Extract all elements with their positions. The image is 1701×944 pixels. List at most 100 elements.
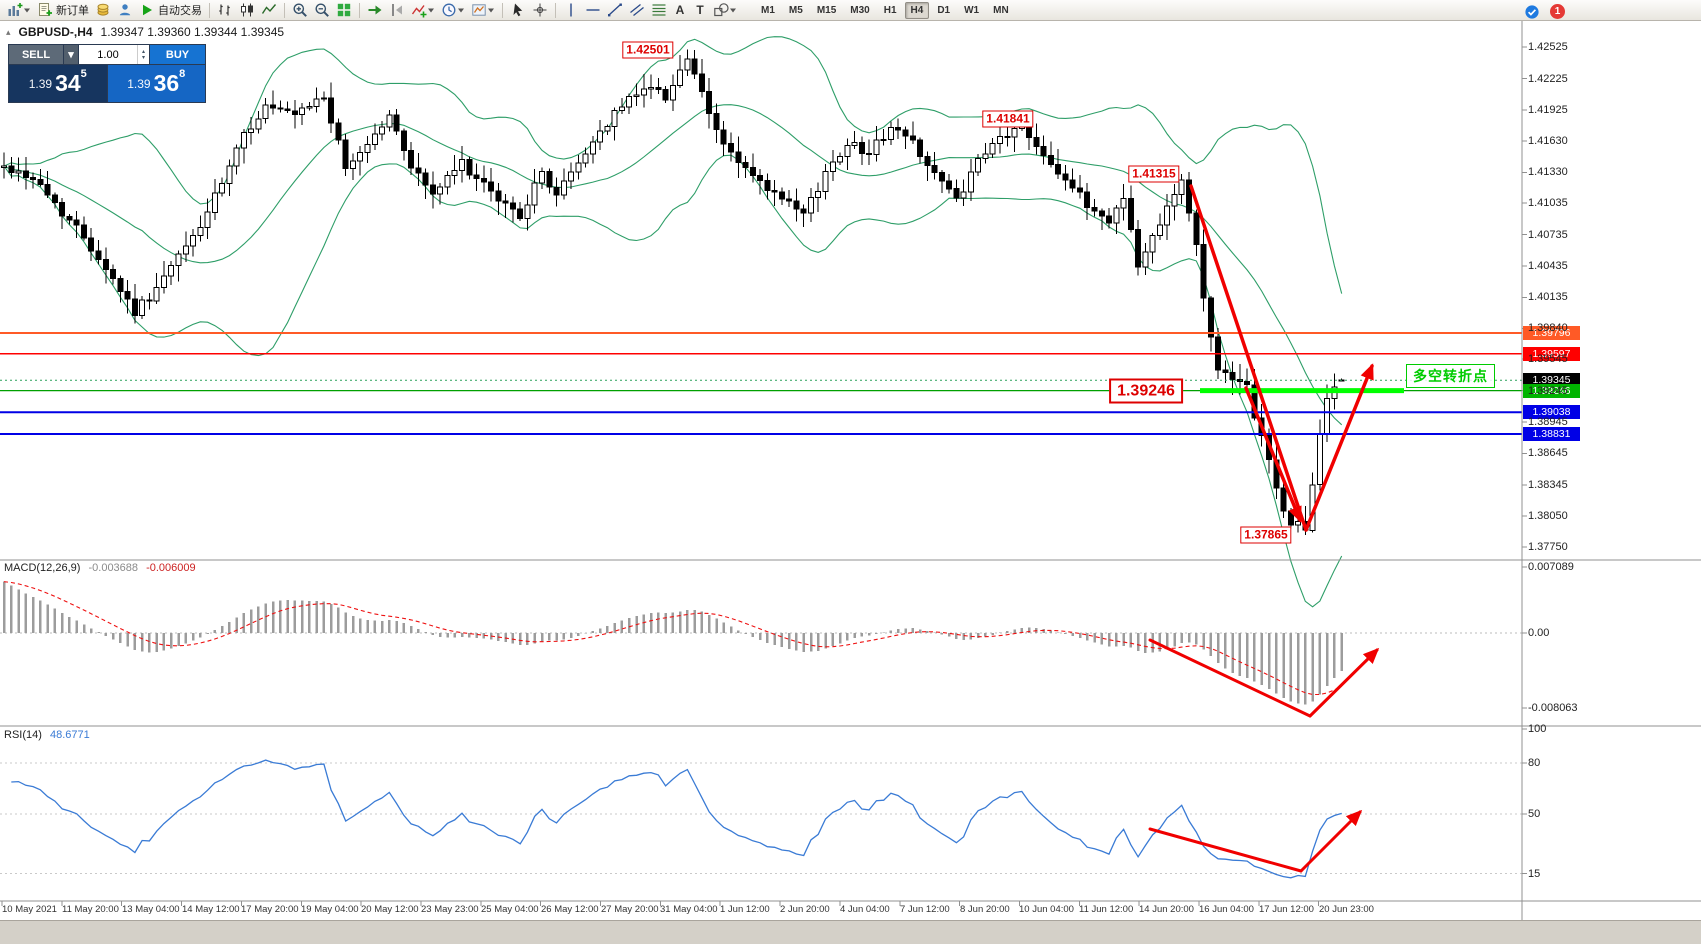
- timeframe-m1-button[interactable]: M1: [761, 4, 775, 16]
- bollinger-bands: [3, 36, 1343, 608]
- symbol-arrow-icon: ▴: [6, 26, 11, 37]
- horizontal-line-button[interactable]: [583, 1, 603, 20]
- notification-badge[interactable]: 1: [1550, 4, 1565, 19]
- timeframe-w1-button[interactable]: W1: [964, 4, 980, 16]
- toolbar-separator: [209, 2, 210, 18]
- sell-price-button[interactable]: 1.39 34 5: [9, 65, 107, 102]
- templates-button-icon: [472, 4, 486, 16]
- new-order-button-label: 新订单: [56, 5, 89, 17]
- buy-button[interactable]: BUY: [150, 45, 205, 64]
- trend-arrows-rsi[interactable]: [1148, 809, 1363, 873]
- pane-separators: [0, 21, 1701, 920]
- market-button-icon: [97, 3, 109, 16]
- trend-arrows-main[interactable]: [1189, 184, 1374, 532]
- trendline-button-icon: [608, 3, 622, 17]
- horizontal-line-button-icon: [586, 9, 600, 11]
- chevron-down-icon: [428, 8, 434, 13]
- trade-panel-prices: 1.39 34 5 1.39 36 8: [9, 65, 205, 102]
- timeframe-m30-button[interactable]: M30: [850, 4, 870, 16]
- vertical-line-button[interactable]: [561, 1, 581, 20]
- zoom-in-button-icon: [293, 3, 307, 17]
- volume-input[interactable]: [79, 45, 137, 64]
- candlestick-chart-button-icon: [241, 3, 253, 17]
- cursor-button-icon: [513, 3, 523, 17]
- text-button[interactable]: A: [671, 1, 689, 20]
- bar-chart-button[interactable]: [215, 1, 235, 20]
- buy-price-button[interactable]: 1.39 36 8: [107, 65, 205, 102]
- chevron-down-icon: [24, 8, 30, 13]
- zoom-out-button[interactable]: [312, 1, 332, 20]
- timeframe-m5-button[interactable]: M5: [788, 4, 803, 16]
- new-order-button-icon: [39, 3, 52, 16]
- sell-price-sup: 5: [80, 68, 87, 80]
- market-button[interactable]: [93, 1, 113, 20]
- crosshair-button-icon: [533, 3, 547, 17]
- auto-scroll-button-icon: [368, 5, 382, 15]
- timeframe-d1-button[interactable]: D1: [937, 4, 951, 16]
- cursor-button[interactable]: [508, 1, 528, 20]
- timeframe-mn-button[interactable]: MN: [993, 4, 1009, 16]
- new-chart-button-icon: [8, 3, 23, 16]
- volume-spinner[interactable]: ▴ ▾: [137, 45, 149, 64]
- crosshair-button[interactable]: [530, 1, 550, 20]
- sell-button[interactable]: SELL: [9, 45, 63, 64]
- community-status-button[interactable]: [1522, 2, 1542, 21]
- fibonacci-button[interactable]: [649, 1, 669, 20]
- timeframe-m15-button[interactable]: M15: [816, 4, 837, 16]
- zoom-in-button[interactable]: [290, 1, 310, 20]
- new-chart-button[interactable]: [5, 1, 33, 20]
- zoom-out-button-icon: [315, 3, 329, 17]
- timeframe-h1-button[interactable]: H1: [883, 4, 897, 16]
- text-label-button[interactable]: T: [691, 1, 709, 20]
- turning-point-note: 多空转折点: [1406, 364, 1495, 388]
- indicators-button[interactable]: [409, 1, 437, 20]
- macd-name: MACD(12,26,9): [4, 562, 81, 574]
- buy-price-prefix: 1.39: [127, 76, 151, 91]
- rsi-value: 48.6771: [49, 729, 90, 741]
- indicators-button-icon: [411, 5, 427, 18]
- toolbar-separator: [359, 2, 360, 18]
- trend-arrows-macd[interactable]: [1148, 638, 1380, 718]
- toolbar-separator: [284, 2, 285, 18]
- macd-value-main: -0.003688: [88, 562, 139, 574]
- chart-ohlc-header: ▴ GBPUSD-,H4 1.39347 1.39360 1.39344 1.3…: [6, 25, 284, 39]
- spin-down-icon[interactable]: ▾: [141, 54, 145, 61]
- rsi-plot: [0, 759, 1522, 879]
- candles-layer: [1, 49, 1345, 536]
- main-toolbar: 新订单 自动交易 A T M1 M5 M15 M30 H1 H4 D1 W1 MN 1: [0, 0, 1701, 21]
- community-button-icon: [119, 4, 131, 16]
- line-chart-button[interactable]: [259, 1, 279, 20]
- autotrading-button[interactable]: 自动交易: [137, 1, 204, 20]
- community-status-button-icon: [1525, 4, 1539, 19]
- sell-dropdown-caret[interactable]: ▾: [64, 45, 78, 64]
- trendline-button[interactable]: [605, 1, 625, 20]
- shapes-button[interactable]: [711, 1, 739, 20]
- macd-value-signal: -0.006009: [146, 562, 196, 574]
- templates-button[interactable]: [469, 1, 497, 20]
- tile-windows-button[interactable]: [334, 1, 354, 20]
- horizontal-lines[interactable]: [0, 332, 1522, 435]
- auto-scroll-button[interactable]: [365, 1, 385, 20]
- autotrading-button-icon: [143, 4, 152, 16]
- tile-windows-button-icon: [337, 3, 351, 17]
- toolbar-right: 1: [1521, 2, 1565, 21]
- community-button[interactable]: [115, 1, 135, 20]
- timeframe-h4-button[interactable]: H4: [904, 1, 930, 19]
- candlestick-chart-button[interactable]: [237, 1, 257, 20]
- sell-price-big: 34: [55, 70, 81, 96]
- chevron-down-icon: [730, 8, 736, 13]
- buy-price-big: 36: [153, 70, 180, 96]
- spin-up-icon[interactable]: ▴: [141, 48, 145, 55]
- shapes-button-icon: [714, 3, 729, 17]
- chevron-down-icon: [488, 8, 494, 13]
- channel-button-icon: [630, 3, 644, 17]
- chart-ohlc-values: 1.39347 1.39360 1.39344 1.39345: [100, 25, 285, 39]
- new-order-button[interactable]: 新订单: [35, 1, 91, 20]
- periods-button[interactable]: [439, 1, 467, 20]
- channel-button[interactable]: [627, 1, 647, 20]
- chart-shift-button[interactable]: [387, 1, 407, 20]
- buy-price-sup: 8: [179, 68, 186, 80]
- toolbar-separator: [502, 2, 503, 18]
